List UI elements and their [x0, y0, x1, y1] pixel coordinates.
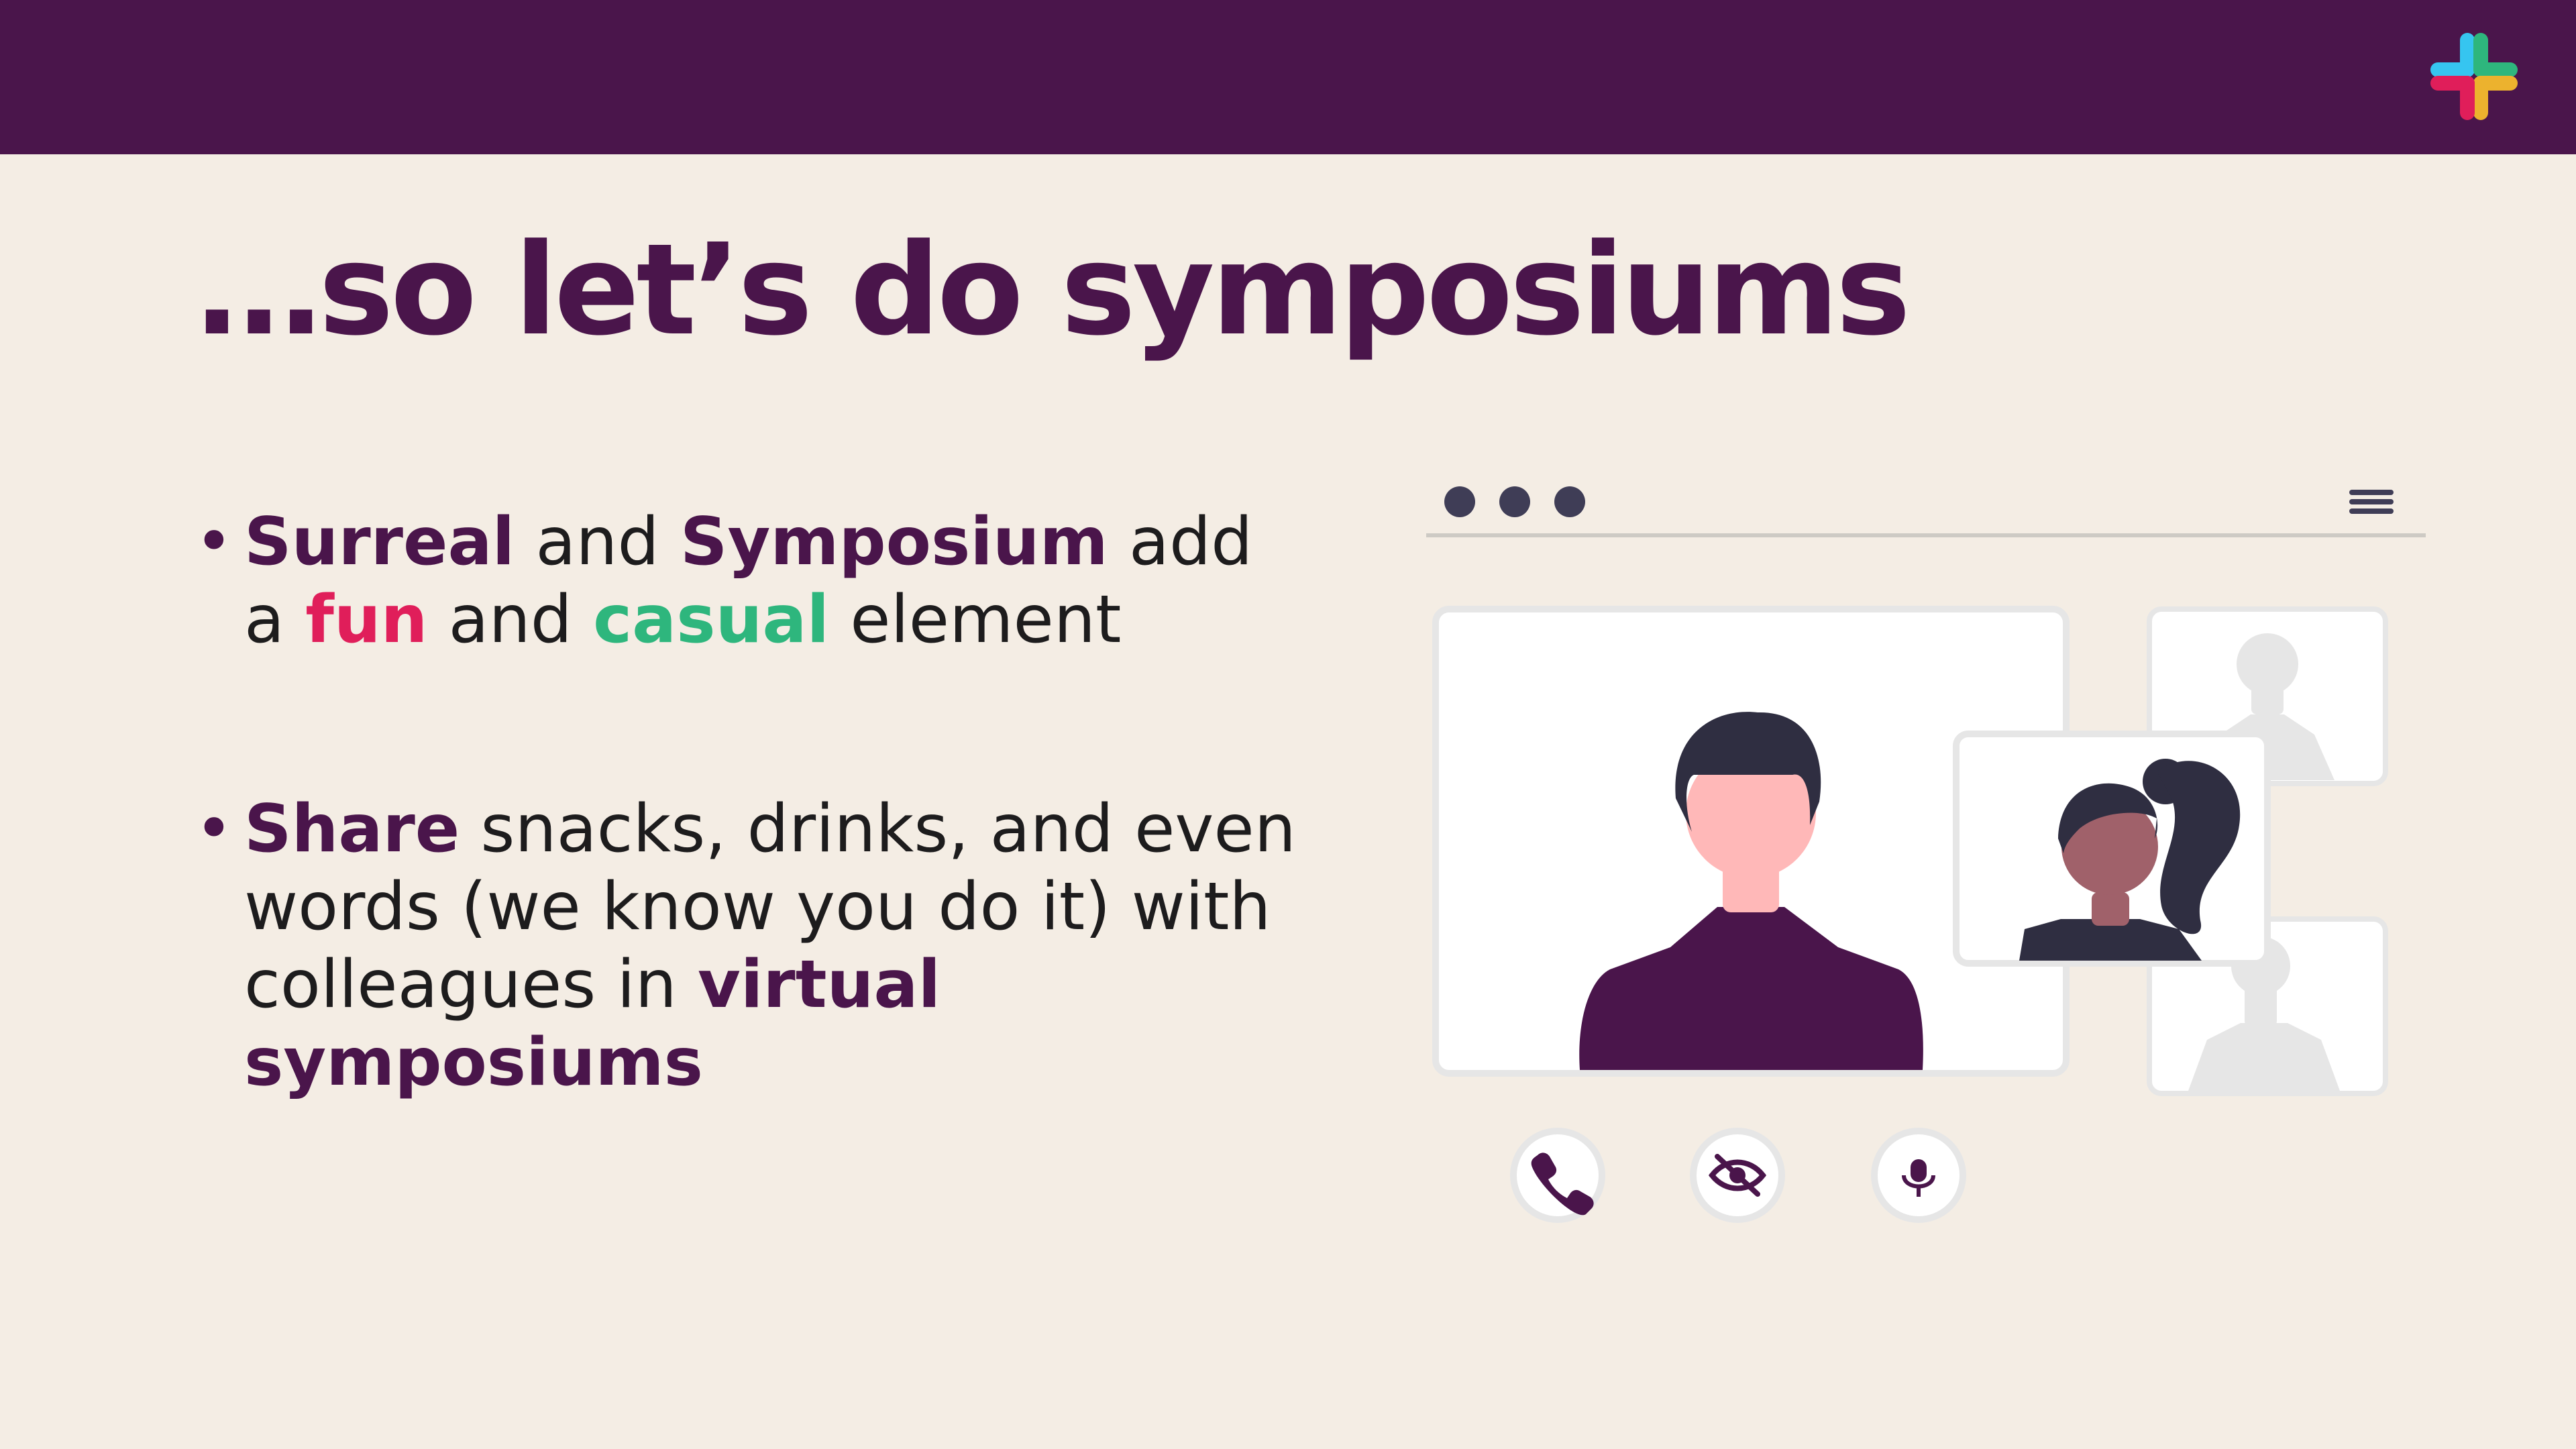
- window-dot-icon: [1554, 486, 1585, 517]
- bullet-text: casual: [593, 582, 830, 658]
- bullet-text: fun: [305, 582, 428, 658]
- slack-logo-icon: [2430, 33, 2518, 120]
- bullet-text: add a: [244, 504, 1253, 658]
- mic-button: [1871, 1128, 1966, 1223]
- video-call-illustration: [1426, 486, 2426, 1223]
- window-dot-icon: [1499, 486, 1530, 517]
- bullet-text: Symposium: [680, 504, 1108, 580]
- bullet-text: element: [829, 582, 1122, 658]
- bullet-item: Surreal and Symposium add a fun and casu…: [195, 503, 1308, 659]
- eye-off-icon: [1708, 1154, 1767, 1197]
- bullet-text: Surreal: [244, 504, 515, 580]
- phone-icon: [1531, 1152, 1594, 1216]
- bullet-text: and: [515, 504, 680, 580]
- hamburger-menu-icon: [2349, 490, 2394, 514]
- video-toggle-button: [1690, 1128, 1785, 1223]
- top-bar: [0, 0, 2576, 154]
- bullet-list: Surreal and Symposium add a fun and casu…: [195, 503, 1308, 1233]
- bullet-text: virtual symposiums: [244, 947, 941, 1101]
- call-button: [1510, 1128, 1605, 1223]
- bullet-text: Share: [244, 791, 460, 867]
- participant-placeholder-avatar: [2188, 936, 2340, 1091]
- microphone-icon: [1902, 1159, 1935, 1197]
- man-avatar: [1579, 712, 1923, 1070]
- bullet-text: and: [427, 582, 594, 658]
- window-dot-icon: [1444, 486, 1475, 517]
- slide-title: …so let’s do symposiums: [196, 217, 1911, 364]
- bullet-text: snacks, drinks, and even words (we know …: [244, 791, 1296, 1023]
- woman-avatar: [2019, 759, 2241, 961]
- bullet-item: Share snacks, drinks, and even words (we…: [195, 790, 1308, 1102]
